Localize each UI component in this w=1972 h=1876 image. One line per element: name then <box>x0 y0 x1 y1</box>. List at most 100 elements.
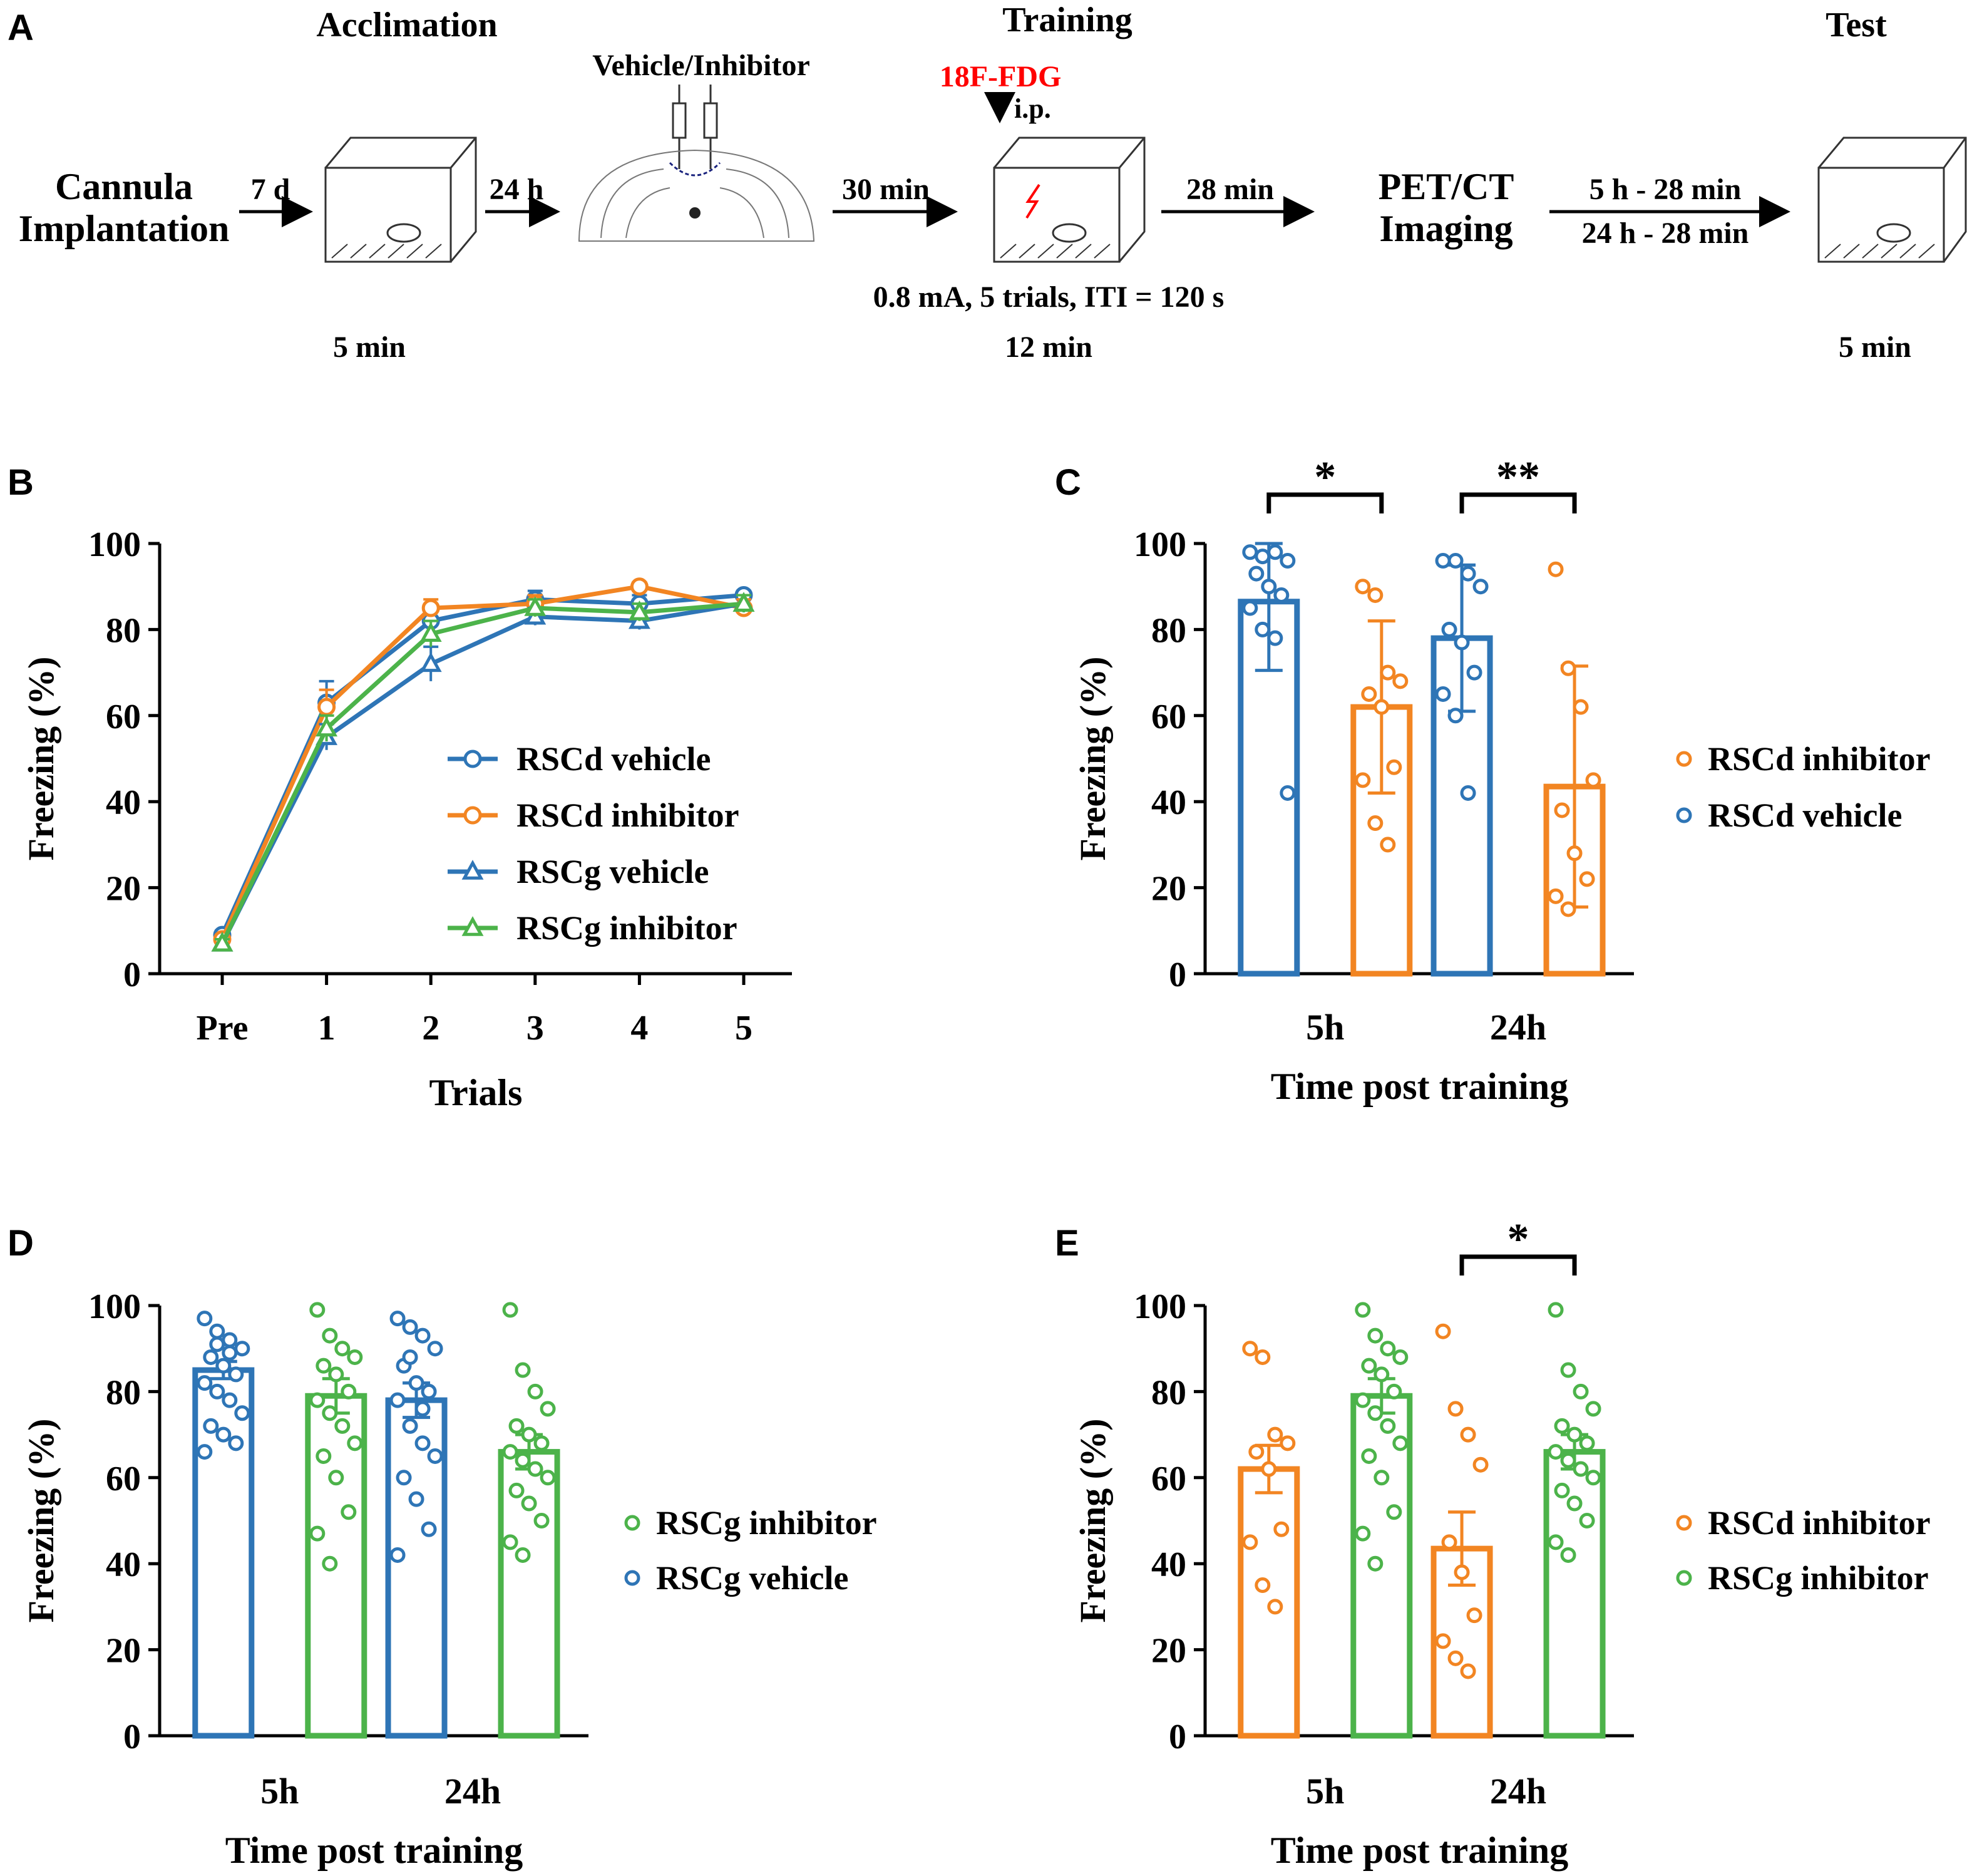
data-point <box>1392 673 1409 689</box>
legend-label: RSCg vehicle <box>656 1559 848 1597</box>
y-tick-label: 40 <box>106 1545 141 1584</box>
data-point <box>1248 1444 1265 1460</box>
data-point <box>414 1401 431 1417</box>
data-point <box>1447 1401 1464 1417</box>
data-point <box>234 1341 250 1357</box>
panel-letter-b: B <box>8 462 34 503</box>
data-point <box>521 1495 537 1512</box>
data-point <box>1460 785 1476 801</box>
training-chamber-icon <box>993 137 1146 263</box>
data-point <box>402 1349 418 1365</box>
data-point <box>1267 1426 1283 1443</box>
data-point <box>1585 1470 1601 1486</box>
panel-letter-d: D <box>8 1223 34 1264</box>
x-tick-label: 5h <box>1306 1771 1344 1812</box>
data-point <box>347 1349 363 1365</box>
data-point <box>508 1418 525 1434</box>
data-point <box>1548 888 1564 904</box>
data-point <box>1460 1663 1476 1679</box>
y-tick-label: 0 <box>123 1718 141 1756</box>
data-point <box>328 1366 344 1383</box>
legend-label: RSCg inhibitor <box>656 1504 877 1542</box>
triangle-marker <box>524 596 547 616</box>
data-point <box>1361 1448 1377 1464</box>
data-point <box>1386 1504 1402 1520</box>
data-point <box>1554 1418 1570 1434</box>
data-point <box>1579 871 1595 887</box>
legend-label: RSCd vehicle <box>1708 796 1903 834</box>
data-point <box>1579 1513 1595 1528</box>
legend-label: RSCd inhibitor <box>1708 1504 1931 1542</box>
delay-5h-label: 5 h - 28 min <box>1589 173 1742 206</box>
data-point <box>389 1311 406 1327</box>
data-point <box>1435 1323 1451 1339</box>
data-point <box>1435 1633 1451 1649</box>
data-point <box>1566 1495 1583 1512</box>
data-point <box>1548 561 1564 577</box>
data-point <box>1447 708 1464 724</box>
data-point <box>421 1521 437 1537</box>
data-point <box>1573 699 1589 715</box>
legend-swatch <box>624 1515 640 1531</box>
acclimation-duration: 5 min <box>333 331 406 364</box>
data-point <box>1255 1577 1271 1594</box>
brain-section-icon <box>578 149 815 242</box>
data-point <box>1560 1362 1576 1378</box>
data-point <box>1548 1534 1564 1550</box>
shock-params-label: 0.8 mA, 5 trials, ITI = 120 s <box>873 281 1225 314</box>
data-point <box>515 1452 531 1468</box>
data-point <box>1566 1426 1583 1443</box>
triangle-marker <box>732 592 755 612</box>
data-point <box>1441 621 1457 637</box>
stage-test-label: Test <box>1826 6 1887 44</box>
data-point <box>527 1461 543 1477</box>
x-tick-label: 3 <box>526 1009 544 1048</box>
legend-label: RSCd inhibitor <box>516 796 739 834</box>
data-point <box>341 1383 357 1399</box>
panel-e-bar-chart: E 0 20 40 60 80 100 Freezing (%) Time post train… <box>1055 1215 1931 1871</box>
legend-swatch <box>1676 807 1692 823</box>
data-point <box>1355 579 1371 595</box>
lightning-bolt-icon <box>1025 183 1040 219</box>
data-point <box>1392 1349 1409 1365</box>
x-tick-label: 24h <box>1490 1007 1546 1048</box>
data-point <box>1560 1452 1576 1468</box>
x-tick-label: 5 <box>735 1009 752 1048</box>
significance-marker: * <box>1314 453 1336 502</box>
y-tick-label: 100 <box>88 525 141 564</box>
data-point <box>1242 1534 1258 1550</box>
stage-training-label: Training <box>1002 1 1132 39</box>
legend-label: RSCg inhibitor <box>516 909 737 947</box>
data-point <box>203 1418 219 1434</box>
x-tick-label: 1 <box>318 1009 336 1048</box>
data-point <box>1460 1426 1476 1443</box>
y-tick-label: 60 <box>1151 698 1186 736</box>
y-tick-label: 0 <box>1169 1718 1186 1756</box>
triangle-marker <box>316 716 338 737</box>
y-tick-label: 40 <box>1151 783 1186 822</box>
panel-letter-e: E <box>1055 1223 1079 1264</box>
y-axis-title: Freezing (%) <box>21 657 61 861</box>
data-point <box>1261 579 1277 595</box>
data-point <box>521 1426 537 1443</box>
y-tick-label: 80 <box>1151 611 1186 650</box>
data-point <box>1242 600 1258 616</box>
data-point <box>1280 1435 1296 1451</box>
data-point <box>1386 1383 1402 1399</box>
data-point <box>1392 1435 1409 1451</box>
triangle-marker <box>419 622 442 642</box>
acclimation-chamber-icon <box>324 137 477 263</box>
data-point <box>1579 1435 1595 1451</box>
y-axis-title: Freezing (%) <box>1072 1419 1113 1623</box>
data-point <box>1466 664 1482 681</box>
data-point <box>322 1327 338 1344</box>
data-point <box>1585 1401 1601 1417</box>
y-tick-label: 100 <box>88 1287 141 1326</box>
legend-label: RSCd inhibitor <box>1708 740 1931 778</box>
data-point <box>309 1392 326 1408</box>
data-point <box>515 1362 531 1378</box>
mouse-icon <box>386 223 421 243</box>
data-point <box>427 1341 443 1357</box>
triangle-marker <box>461 860 484 880</box>
data-point <box>502 1534 518 1550</box>
